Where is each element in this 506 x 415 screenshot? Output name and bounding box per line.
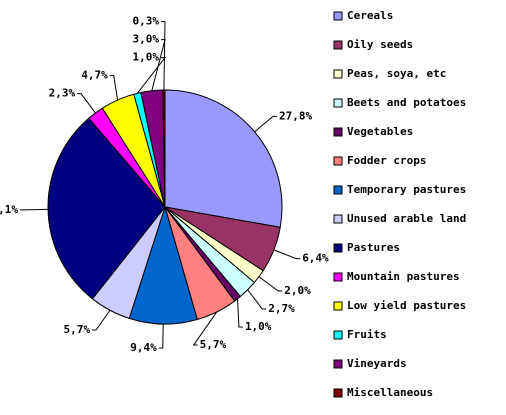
legend-label: Vineyards [347, 357, 407, 370]
data-label: 2,0% [284, 284, 311, 297]
leader-line [258, 276, 283, 292]
leader-line [161, 21, 166, 91]
legend-swatch [333, 185, 343, 195]
legend-label: Cereals [347, 9, 393, 22]
legend-label: Miscellaneous [347, 386, 433, 399]
pie-slice [47, 117, 166, 300]
data-label: 5,7% [64, 323, 91, 336]
data-label: 0,3% [133, 15, 160, 28]
legend-swatch [333, 98, 343, 108]
leader-line [109, 75, 119, 101]
leader-line [92, 309, 111, 331]
data-label: 6,4% [302, 252, 329, 265]
legend-swatch [333, 388, 343, 398]
legend-label: Unused arable land [347, 212, 466, 225]
data-label: 4,7% [81, 69, 108, 82]
leader-line [192, 311, 218, 346]
legend-swatch [333, 69, 343, 79]
legend-swatch [333, 156, 343, 166]
legend-swatch [333, 330, 343, 340]
legend-label: Vegetables [347, 125, 413, 138]
legend-label: Peas, soya, etc [347, 67, 446, 80]
pie-slice [164, 89, 283, 228]
data-label: 1,0% [133, 51, 160, 64]
data-label: 1,0% [245, 320, 272, 333]
leader-line [77, 93, 96, 114]
data-label: 27,8% [279, 109, 312, 122]
legend-swatch [333, 11, 343, 21]
legend-label: Mountain pastures [347, 270, 460, 283]
legend-label: Fruits [347, 328, 387, 341]
leader-line [273, 249, 301, 260]
legend-label: Pastures [347, 241, 400, 254]
leader-line [254, 115, 277, 133]
legend-label: Low yield pastures [347, 299, 466, 312]
legend-label: Fodder crops [347, 154, 426, 167]
legend-swatch [333, 214, 343, 224]
legend-swatch [333, 40, 343, 50]
data-label: 5,7% [200, 338, 227, 351]
leader-line [237, 298, 243, 328]
leader-line [158, 323, 164, 349]
data-label: 2,7% [268, 302, 295, 315]
data-label: 3,0% [133, 33, 160, 46]
legend-label: Beets and potatoes [347, 96, 466, 109]
leader-line [247, 289, 267, 310]
data-label: 2,3% [49, 87, 76, 100]
leader-line [151, 39, 166, 91]
legend-label: Temporary pastures [347, 183, 466, 196]
legend-swatch [333, 127, 343, 137]
data-label: 9,4% [130, 341, 157, 354]
legend-swatch [333, 359, 343, 369]
leader-line [136, 57, 167, 94]
legend-swatch [333, 301, 343, 311]
data-label: 28,1% [0, 203, 18, 216]
legend-label: Oily seeds [347, 38, 413, 51]
legend-swatch [333, 243, 343, 253]
legend-swatch [333, 272, 343, 282]
